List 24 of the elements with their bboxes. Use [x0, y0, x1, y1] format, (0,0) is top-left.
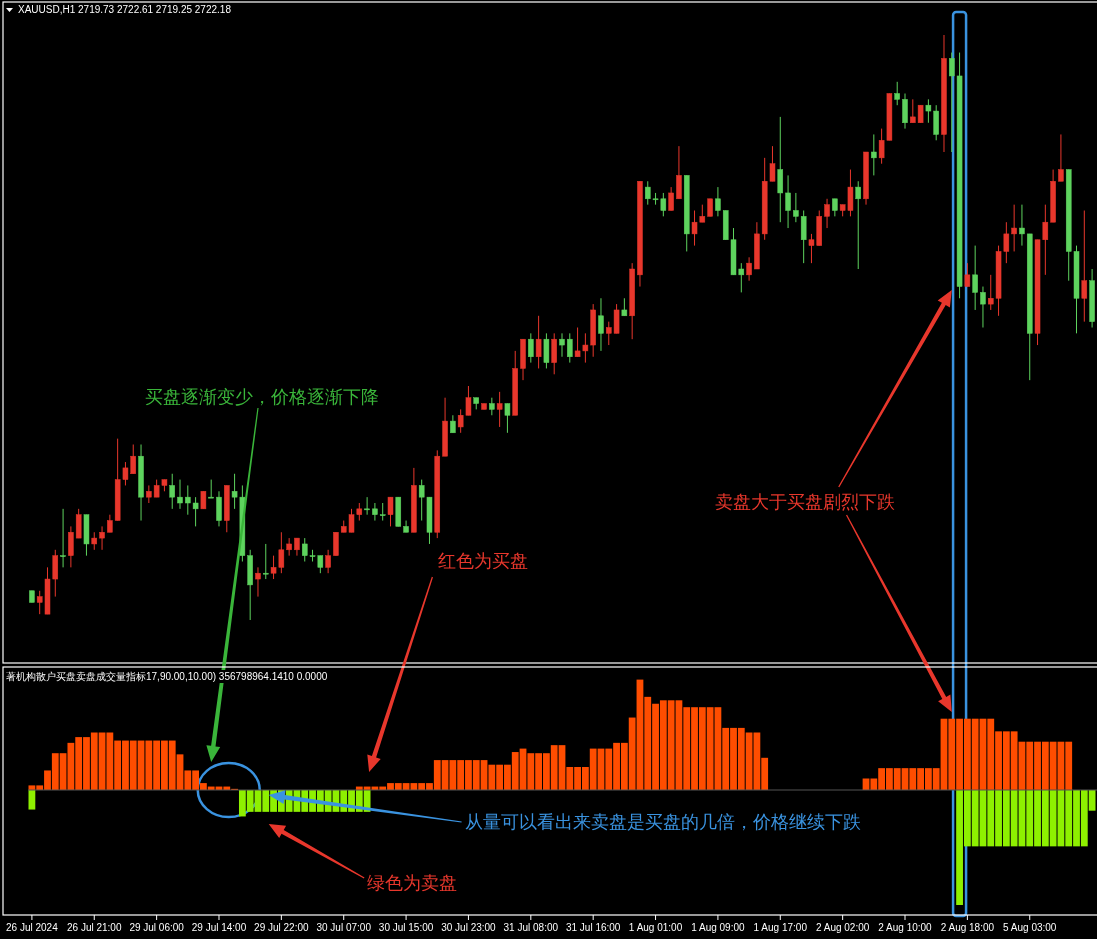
x-tick-label: 5 Aug 03:00 [1003, 922, 1057, 933]
x-tick-label: 31 Jul 08:00 [503, 922, 559, 933]
x-tick-label: 1 Aug 09:00 [691, 922, 746, 933]
x-tick-label: 30 Jul 07:00 [316, 922, 372, 933]
x-tick-label: 2 Aug 10:00 [878, 922, 933, 933]
x-tick-label: 31 Jul 16:00 [565, 922, 621, 933]
x-tick-label: 2 Aug 18:00 [940, 922, 995, 933]
chart-title: XAUUSD,H1 2719.73 2722.61 2719.25 2722.18 [18, 4, 232, 15]
annotation: 红色为买盘 [438, 551, 529, 571]
annotation: 买盘逐渐变少，价格逐渐下降 [144, 387, 379, 407]
x-tick-label: 29 Jul 22:00 [254, 922, 310, 933]
x-tick-label: 2 Aug 02:00 [815, 922, 870, 933]
annotation: 绿色为卖盘 [367, 873, 458, 893]
x-tick-label: 26 Jul 2024 [6, 922, 59, 933]
x-tick-label: 1 Aug 01:00 [628, 922, 683, 933]
x-tick-label: 29 Jul 14:00 [191, 922, 247, 933]
chart-title: 著机构散户买盘卖盘成交量指标17,90.00,10.00) 356798964.1410 0.0000 [6, 671, 328, 682]
annotation: 从量可以看出来卖盘是买盘的几倍，价格继续下跌 [464, 812, 861, 832]
x-tick-label: 26 Jul 21:00 [67, 922, 122, 933]
annotation: 卖盘大于买盘剧烈下跌 [714, 492, 895, 512]
x-tick-label: 30 Jul 23:00 [441, 922, 497, 933]
x-tick-label: 29 Jul 06:00 [129, 922, 185, 933]
x-tick-label: 30 Jul 15:00 [378, 922, 434, 933]
x-tick-label: 1 Aug 17:00 [753, 922, 808, 933]
